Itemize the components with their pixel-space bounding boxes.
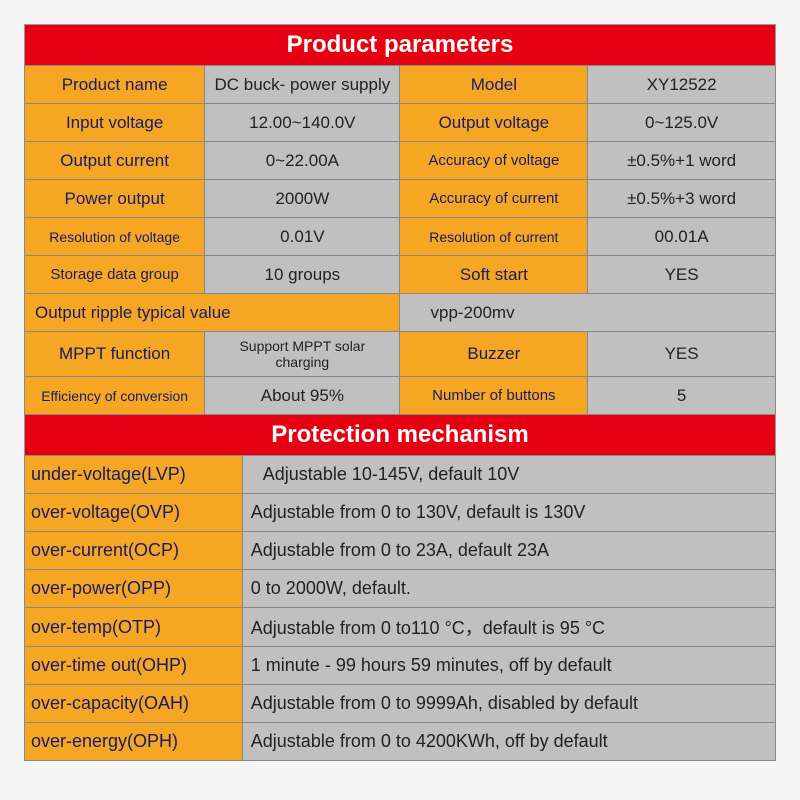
param-label: Output voltage	[400, 104, 588, 142]
param-value: 10 groups	[205, 256, 400, 294]
table-row: Product name DC buck- power supply Model…	[25, 66, 776, 104]
table-row: over-time out(OHP) 1 minute - 99 hours 5…	[25, 647, 776, 685]
param-label: MPPT function	[25, 332, 205, 377]
protection-value: 1 minute - 99 hours 59 minutes, off by d…	[242, 647, 775, 685]
table-row: Resolution of voltage 0.01V Resolution o…	[25, 218, 776, 256]
param-label: Buzzer	[400, 332, 588, 377]
param-value: YES	[588, 332, 776, 377]
param-value: DC buck- power supply	[205, 66, 400, 104]
table-row: under-voltage(LVP) Adjustable 10-145V, d…	[25, 456, 776, 494]
param-value: 2000W	[205, 180, 400, 218]
protection-label: over-current(OCP)	[25, 532, 243, 570]
table-row: over-capacity(OAH) Adjustable from 0 to …	[25, 685, 776, 723]
table-row: over-energy(OPH) Adjustable from 0 to 42…	[25, 723, 776, 761]
param-value: Support MPPT solar charging	[205, 332, 400, 377]
param-value: 00.01A	[588, 218, 776, 256]
protection-label: over-temp(OTP)	[25, 608, 243, 647]
protection-value: Adjustable from 0 to 23A, default 23A	[242, 532, 775, 570]
param-label: Resolution of voltage	[25, 218, 205, 256]
param-value: About 95%	[205, 377, 400, 415]
table-row: Efficiency of conversion About 95% Numbe…	[25, 377, 776, 415]
protection-value: Adjustable from 0 to 4200KWh, off by def…	[242, 723, 775, 761]
param-label: Soft start	[400, 256, 588, 294]
params-header: Product parameters	[24, 24, 776, 65]
param-value: 0.01V	[205, 218, 400, 256]
table-row: over-power(OPP) 0 to 2000W, default.	[25, 570, 776, 608]
protection-label: over-capacity(OAH)	[25, 685, 243, 723]
protection-value: 0 to 2000W, default.	[242, 570, 775, 608]
table-row: Input voltage 12.00~140.0V Output voltag…	[25, 104, 776, 142]
param-label: Output current	[25, 142, 205, 180]
table-row: MPPT function Support MPPT solar chargin…	[25, 332, 776, 377]
table-row: over-temp(OTP) Adjustable from 0 to110 °…	[25, 608, 776, 647]
protection-value: Adjustable from 0 to 9999Ah, disabled by…	[242, 685, 775, 723]
table-row: over-voltage(OVP) Adjustable from 0 to 1…	[25, 494, 776, 532]
param-value: vpp-200mv	[400, 294, 776, 332]
protection-value: Adjustable 10-145V, default 10V	[242, 456, 775, 494]
param-label: Model	[400, 66, 588, 104]
param-value: 5	[588, 377, 776, 415]
param-label: Number of buttons	[400, 377, 588, 415]
table-row: over-current(OCP) Adjustable from 0 to 2…	[25, 532, 776, 570]
table-row: Output ripple typical value vpp-200mv	[25, 294, 776, 332]
param-value: 0~22.00A	[205, 142, 400, 180]
protection-header: Protection mechanism	[24, 415, 776, 455]
param-value: XY12522	[588, 66, 776, 104]
param-label: Accuracy of voltage	[400, 142, 588, 180]
table-row: Storage data group 10 groups Soft start …	[25, 256, 776, 294]
param-value: 12.00~140.0V	[205, 104, 400, 142]
table-row: Output current 0~22.00A Accuracy of volt…	[25, 142, 776, 180]
param-value: ±0.5%+1 word	[588, 142, 776, 180]
protection-table: under-voltage(LVP) Adjustable 10-145V, d…	[24, 455, 776, 761]
param-label: Accuracy of current	[400, 180, 588, 218]
param-label: Product name	[25, 66, 205, 104]
param-value: ±0.5%+3 word	[588, 180, 776, 218]
protection-label: over-voltage(OVP)	[25, 494, 243, 532]
param-label: Resolution of current	[400, 218, 588, 256]
param-value: YES	[588, 256, 776, 294]
params-table: Product name DC buck- power supply Model…	[24, 65, 776, 415]
protection-label: over-time out(OHP)	[25, 647, 243, 685]
table-row: Power output 2000W Accuracy of current ±…	[25, 180, 776, 218]
param-label: Output ripple typical value	[25, 294, 400, 332]
protection-label: under-voltage(LVP)	[25, 456, 243, 494]
param-label: Storage data group	[25, 256, 205, 294]
protection-value: Adjustable from 0 to110 °C，default is 95…	[242, 608, 775, 647]
param-label: Efficiency of conversion	[25, 377, 205, 415]
protection-label: over-energy(OPH)	[25, 723, 243, 761]
spec-sheet: Product parameters Product name DC buck-…	[0, 0, 800, 785]
protection-label: over-power(OPP)	[25, 570, 243, 608]
param-value: 0~125.0V	[588, 104, 776, 142]
ripple-label: Output ripple typical value	[35, 303, 231, 322]
param-label: Input voltage	[25, 104, 205, 142]
param-label: Power output	[25, 180, 205, 218]
ripple-value: vpp-200mv	[430, 303, 514, 322]
protection-value: Adjustable from 0 to 130V, default is 13…	[242, 494, 775, 532]
